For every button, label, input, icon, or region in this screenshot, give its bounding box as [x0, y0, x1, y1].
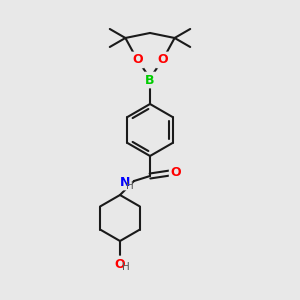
Text: H: H [126, 181, 134, 191]
Text: O: O [115, 257, 125, 271]
Text: O: O [132, 53, 143, 67]
Text: O: O [157, 53, 168, 67]
Text: O: O [171, 167, 181, 179]
Text: H: H [122, 262, 130, 272]
Text: N: N [120, 176, 130, 188]
Text: B: B [145, 74, 155, 86]
